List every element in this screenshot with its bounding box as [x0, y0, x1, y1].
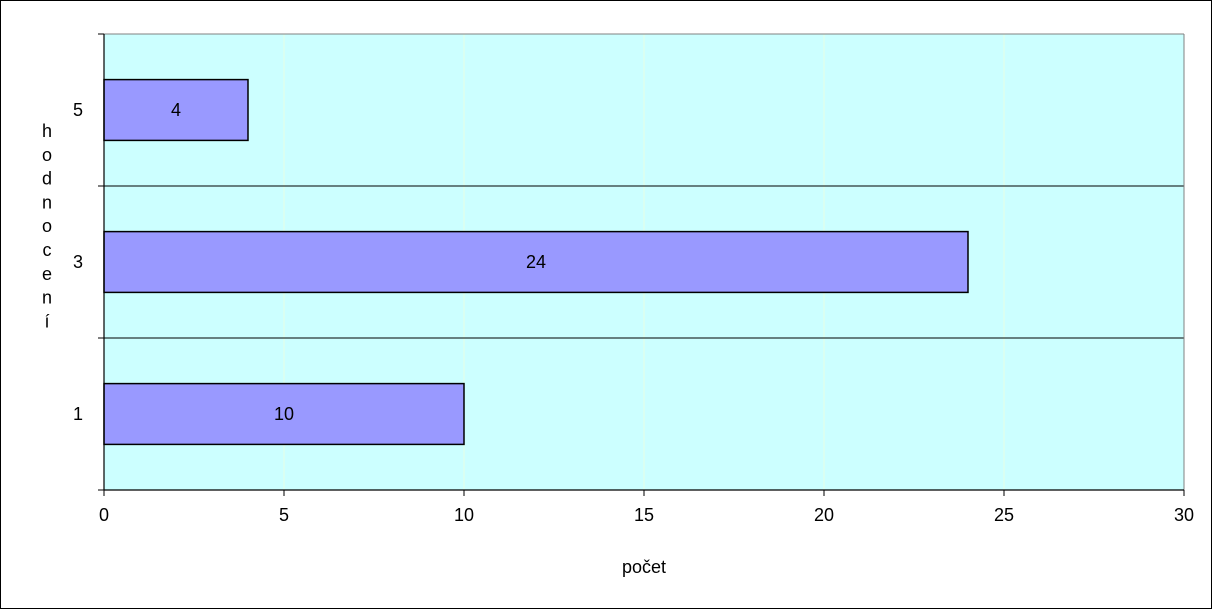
data-label-5: 4 — [171, 100, 181, 120]
x-tick-label: 5 — [279, 505, 289, 525]
y-tick-label-1: 1 — [73, 404, 83, 424]
labels-layer: 0 5 10 15 20 25 30 10 1 24 3 4 5 — [73, 100, 1194, 525]
x-tick-label: 10 — [454, 505, 474, 525]
y-tick-label-3: 3 — [73, 252, 83, 272]
x-tick-label: 30 — [1174, 505, 1194, 525]
bars-layer — [103, 78, 969, 446]
x-tick-label: 20 — [814, 505, 834, 525]
x-axis-title: počet — [622, 557, 666, 577]
x-tick-label: 0 — [99, 505, 109, 525]
x-tick-label: 15 — [634, 505, 654, 525]
data-label-3: 24 — [526, 252, 546, 272]
x-tick-label: 25 — [994, 505, 1014, 525]
y-tick-label-5: 5 — [73, 100, 83, 120]
data-label-1: 10 — [274, 404, 294, 424]
axes-layer — [98, 33, 1185, 496]
